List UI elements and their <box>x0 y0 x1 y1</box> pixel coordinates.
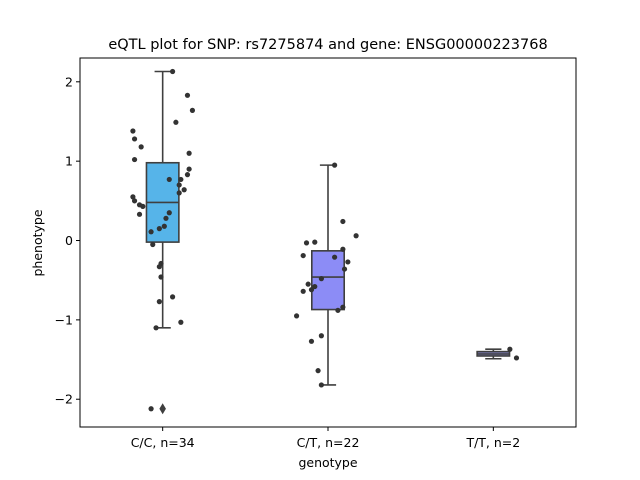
box-group <box>310 164 346 386</box>
data-point <box>178 319 184 325</box>
data-point <box>156 226 162 232</box>
data-point <box>312 283 318 290</box>
data-point <box>293 313 300 319</box>
data-point <box>318 276 324 282</box>
data-point <box>178 176 184 183</box>
y-tick-label: 0 <box>65 233 73 248</box>
data-point <box>156 264 162 270</box>
data-point <box>353 233 359 239</box>
data-point <box>131 136 138 142</box>
data-point <box>161 223 167 229</box>
x-tick-label: T/T, n=2 <box>465 435 520 450</box>
box-group <box>145 70 180 415</box>
data-point <box>163 215 169 221</box>
data-point <box>158 274 164 280</box>
data-point <box>340 246 346 252</box>
y-axis: −2 −1 0 1 2 <box>55 74 80 407</box>
data-point <box>131 198 138 204</box>
data-point <box>176 182 182 188</box>
data-point <box>335 307 341 313</box>
box-iqr <box>310 250 346 311</box>
data-point <box>148 229 154 235</box>
data-point <box>513 355 520 361</box>
data-point <box>181 187 187 193</box>
data-point <box>315 368 321 374</box>
data-point <box>341 266 348 272</box>
data-point <box>130 194 136 200</box>
data-point <box>345 259 351 265</box>
box-group <box>476 348 511 360</box>
y-tick-label: 2 <box>65 74 73 89</box>
data-point <box>166 210 172 216</box>
data-point <box>189 107 196 113</box>
data-point <box>138 144 144 150</box>
data-point <box>131 156 138 163</box>
data-point <box>318 382 324 388</box>
data-point <box>166 176 172 183</box>
data-point <box>184 172 191 178</box>
data-point <box>148 406 154 412</box>
y-tick-label: −1 <box>55 312 73 327</box>
data-point <box>140 203 146 209</box>
data-point <box>156 299 162 305</box>
data-point <box>153 325 159 331</box>
data-point <box>300 288 306 294</box>
x-axis: C/C, n=34 C/T, n=22 T/T, n=2 <box>131 427 520 450</box>
data-point <box>300 252 306 259</box>
data-point <box>169 294 176 300</box>
y-axis-label: phenotype <box>30 209 45 276</box>
chart-title: eQTL plot for SNP: rs7275874 and gene: E… <box>108 37 547 53</box>
data-point <box>186 150 192 156</box>
plot-area <box>130 68 520 415</box>
data-point <box>136 211 143 217</box>
data-point <box>184 92 191 98</box>
y-tick-label: −2 <box>55 392 73 407</box>
data-point <box>308 287 315 293</box>
data-point <box>303 240 310 246</box>
outlier-marker <box>159 403 166 415</box>
x-axis-label: genotype <box>298 455 357 470</box>
data-point <box>130 128 136 134</box>
x-tick-label: C/C, n=34 <box>131 435 195 450</box>
data-point <box>173 119 179 125</box>
y-tick-label: 1 <box>65 154 73 169</box>
data-point <box>305 281 311 287</box>
data-point <box>186 166 192 172</box>
data-point <box>312 239 318 245</box>
x-tick-label: C/T, n=22 <box>297 435 360 450</box>
data-point <box>332 254 338 260</box>
data-point <box>169 68 176 75</box>
data-point <box>507 346 513 352</box>
data-point <box>150 241 156 248</box>
data-point <box>318 333 324 339</box>
data-point <box>176 190 182 196</box>
data-point <box>340 218 346 225</box>
data-point <box>340 304 346 310</box>
data-point <box>308 338 315 344</box>
data-point <box>332 162 338 168</box>
